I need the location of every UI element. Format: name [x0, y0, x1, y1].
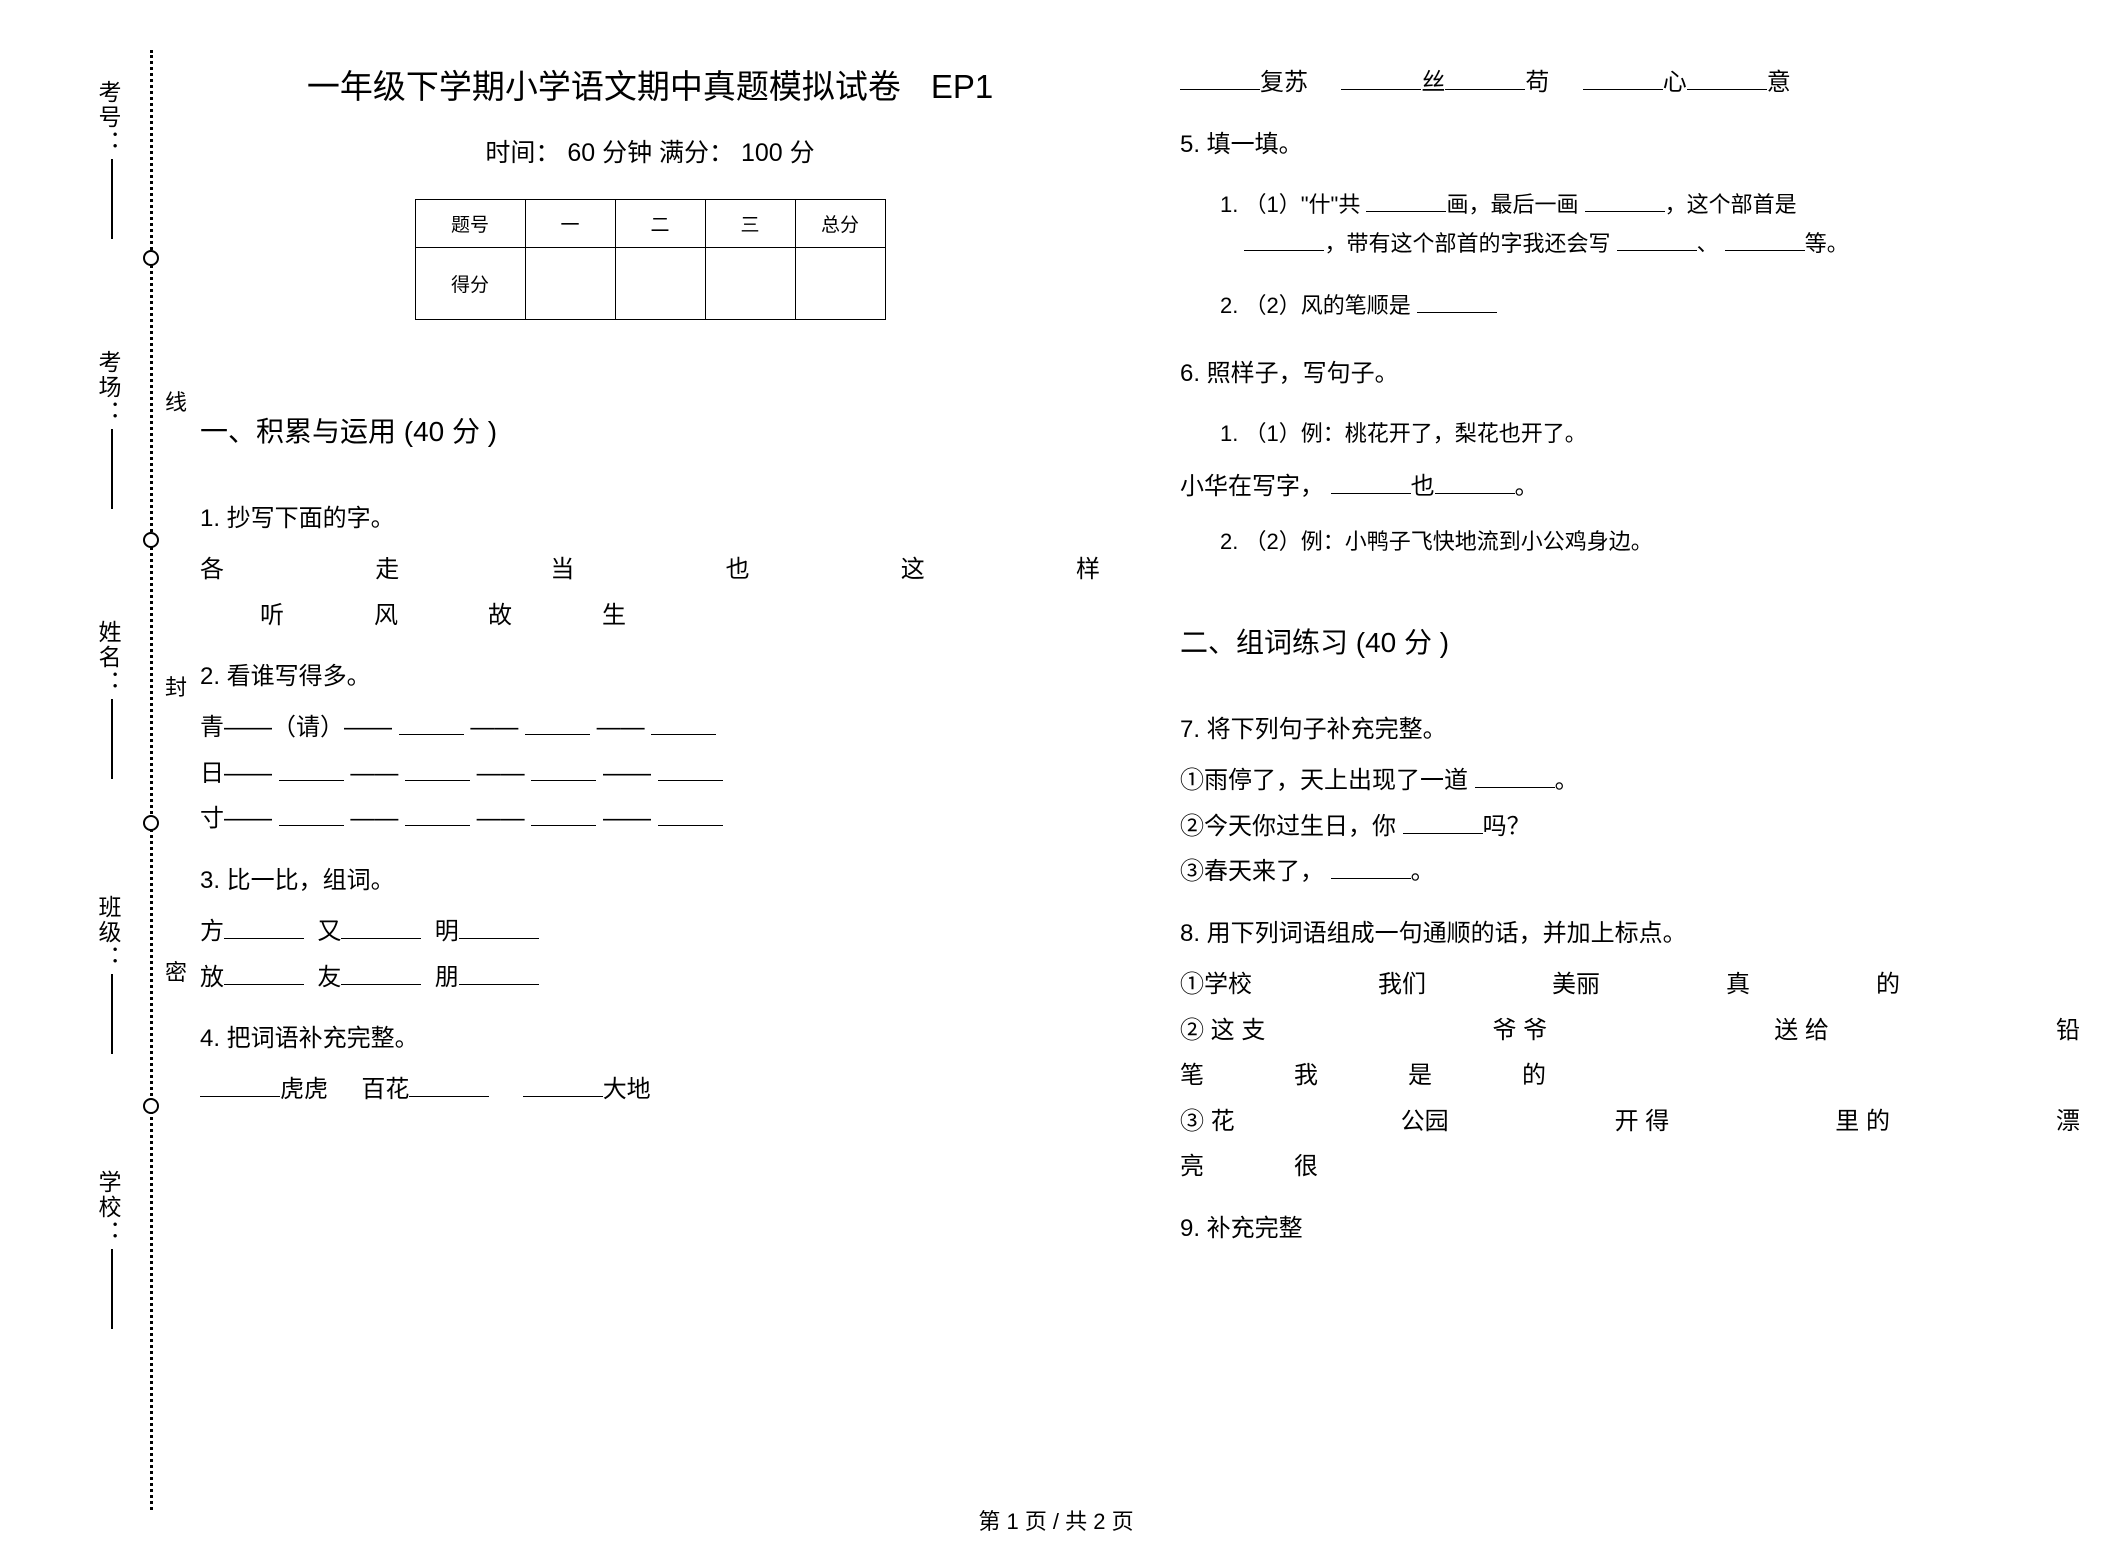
char: 样: [1076, 547, 1100, 593]
q8-r1: ①学校我们美丽真的: [1180, 962, 1900, 1008]
seal-label-line: 线: [165, 385, 187, 417]
circle-marker: [143, 1098, 159, 1114]
section-title-2: 二、组词练习 (40 分 ): [1180, 621, 2080, 661]
seal-label-secret: 密: [165, 955, 187, 987]
sub-title: 时间： 60 分钟 满分： 100 分: [200, 133, 1100, 169]
th-label: 题号: [415, 200, 525, 248]
page-footer: 第 1 页 / 共 2 页: [0, 1504, 2112, 1536]
th-col: 二: [615, 200, 705, 248]
q8-r2b: 笔我是的: [1180, 1053, 2080, 1099]
title-row: 一年级下学期小学语文期中真题模拟试卷 EP1: [200, 60, 1100, 108]
section-title-1: 一、积累与运用 (40 分 ): [200, 410, 1100, 450]
q3-row2: 放 友 朋: [200, 955, 1100, 1001]
q4-row2: 复苏 丝苟 心意: [1180, 60, 2080, 106]
q6-fill: 小华在写字， 也。: [1180, 464, 2080, 510]
q5-title: 5. 填一填。: [1180, 124, 2080, 159]
binding-label-room: 考场：: [90, 350, 124, 513]
q6-title: 6. 照样子，写句子。: [1180, 353, 2080, 388]
q9-title: 9. 补充完整: [1180, 1208, 2080, 1243]
q5-sub2: 2. （2）风的笔顺是: [1220, 286, 2080, 326]
dotted-line: [150, 50, 153, 1510]
q4-row1: 虎虎 百花 大地: [200, 1067, 1100, 1113]
char: 故: [488, 593, 512, 639]
q2-line2: 日—— —— —— ——: [200, 751, 1100, 797]
right-column: 复苏 丝苟 心意 5. 填一填。 1. （1）"什"共 画，最后一画 ，这个部首…: [1180, 60, 2080, 1520]
binding-label-name: 姓名：: [90, 620, 124, 783]
td-label: 得分: [415, 248, 525, 320]
content: 一年级下学期小学语文期中真题模拟试卷 EP1 时间： 60 分钟 满分： 100…: [200, 60, 2080, 1520]
th-col: 三: [705, 200, 795, 248]
char: 当: [550, 547, 574, 593]
td-cell: [615, 248, 705, 320]
char: 走: [375, 547, 399, 593]
q1-title: 1. 抄写下面的字。: [200, 498, 1100, 533]
q7-l2: ②今天你过生日，你 吗？: [1180, 804, 2080, 850]
char: 也: [726, 547, 750, 593]
char: 各: [200, 547, 224, 593]
td-cell: [525, 248, 615, 320]
circle-marker: [143, 532, 159, 548]
q2-line3: 寸—— —— —— ——: [200, 796, 1100, 842]
q6-sub1: 1. （1）例：桃花开了，梨花也开了。: [1220, 414, 2080, 454]
exam-code: EP1: [931, 68, 993, 106]
q8-r3b: 亮很: [1180, 1144, 2080, 1190]
q8-title: 8. 用下列词语组成一句通顺的话，并加上标点。: [1180, 913, 2080, 948]
td-cell: [705, 248, 795, 320]
circle-marker: [143, 815, 159, 831]
main-title: 一年级下学期小学语文期中真题模拟试卷: [307, 60, 901, 108]
th-col: 一: [525, 200, 615, 248]
q3-row1: 方 又 明: [200, 909, 1100, 955]
q1-chars-row2: 听 风 故 生: [200, 593, 1100, 639]
q2-title: 2. 看谁写得多。: [200, 656, 1100, 691]
binding-label-class: 班级：: [90, 895, 124, 1058]
char: 听: [260, 593, 284, 639]
char: 生: [602, 593, 626, 639]
q2-line1: 青——（请）—— —— ——: [200, 705, 1100, 751]
score-table: 题号 一 二 三 总分 得分: [415, 199, 886, 320]
q3-title: 3. 比一比，组词。: [200, 860, 1100, 895]
left-column: 一年级下学期小学语文期中真题模拟试卷 EP1 时间： 60 分钟 满分： 100…: [200, 60, 1100, 1520]
seal-label-seal: 封: [165, 670, 187, 702]
table-row: 题号 一 二 三 总分: [415, 200, 885, 248]
char: 这: [901, 547, 925, 593]
q8-r2: ② 这 支爷 爷送 给铅: [1180, 1008, 2080, 1054]
binding-label-examno: 考号：: [90, 80, 124, 243]
q6-sub2: 2. （2）例：小鸭子飞快地流到小公鸡身边。: [1220, 522, 2080, 562]
q4-title: 4. 把词语补充完整。: [200, 1018, 1100, 1053]
td-cell: [795, 248, 885, 320]
q7-l1: ①雨停了，天上出现了一道 。: [1180, 758, 2080, 804]
table-row: 得分: [415, 248, 885, 320]
binding-margin: 考号： 考场： 姓名： 班级： 学校： 线 封 密: [60, 50, 160, 1510]
q7-l3: ③春天来了， 。: [1180, 849, 2080, 895]
q8-r3: ③ 花公园开 得里 的漂: [1180, 1099, 2080, 1145]
q5-sub1: 1. （1）"什"共 画，最后一画 ，这个部首是 ，带有这个部首的字我还会写 、…: [1220, 185, 2080, 264]
q7-title: 7. 将下列句子补充完整。: [1180, 709, 2080, 744]
th-col: 总分: [795, 200, 885, 248]
circle-marker: [143, 250, 159, 266]
char: 风: [374, 593, 398, 639]
binding-label-school: 学校：: [90, 1170, 124, 1333]
q1-chars-row1: 各 走 当 也 这 样: [200, 547, 1100, 593]
